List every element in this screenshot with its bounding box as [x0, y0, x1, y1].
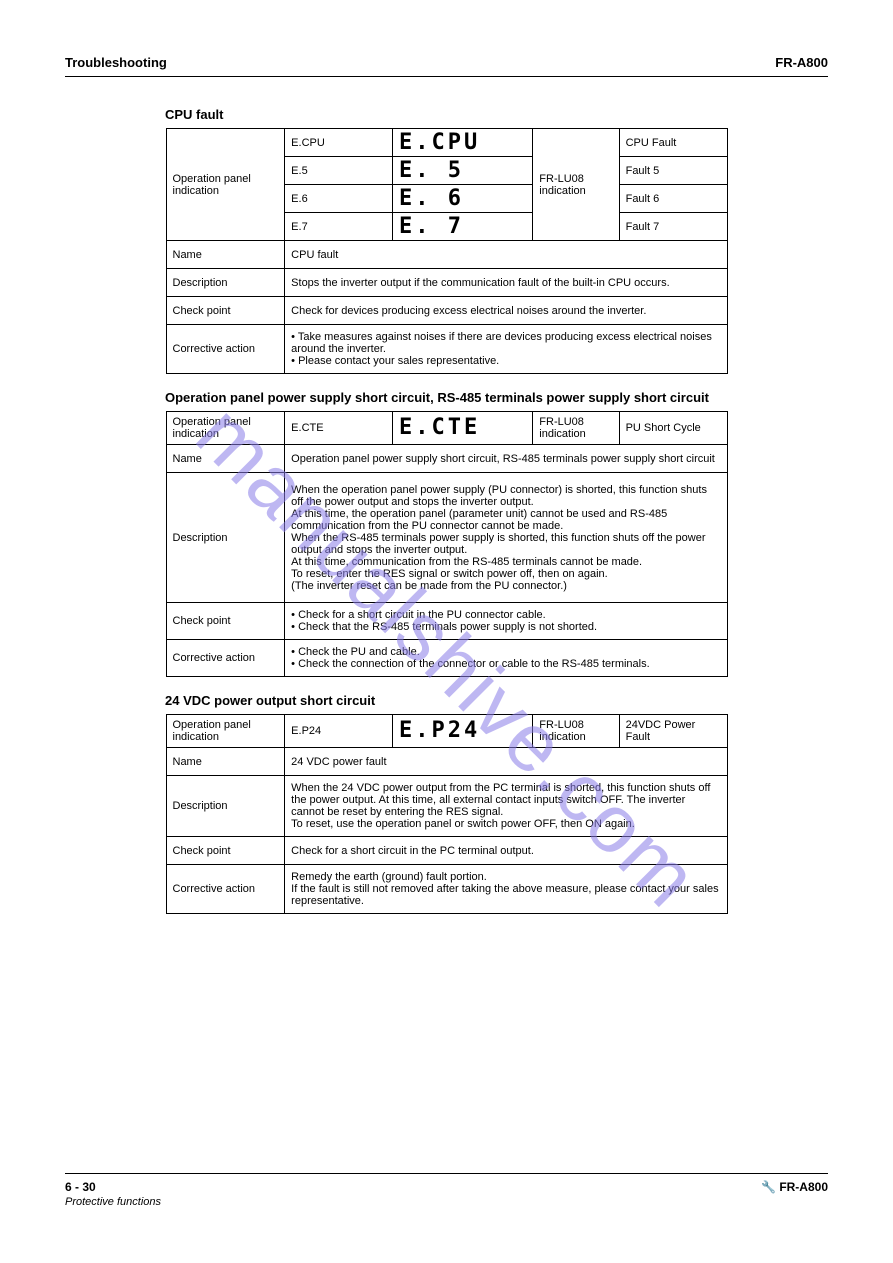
footer-icon: 🔧: [761, 1180, 776, 1194]
fault-table: Operation panel indication E.CPU E.CPU F…: [166, 128, 728, 374]
lu08-val: PU Short Cycle: [619, 412, 727, 445]
lu08-label: FR-LU08 indication: [533, 412, 619, 445]
row-value: CPU fault: [285, 241, 727, 269]
fault-table: Operation panel indication E.CTE E.CTE F…: [166, 411, 728, 677]
code-seg: E.CTE: [393, 412, 533, 445]
header-right: FR-A800: [775, 55, 828, 70]
row-value: Check for a short circuit in the PC term…: [285, 837, 727, 865]
page-number: 6 - 30: [65, 1180, 96, 1194]
lu08-val: Fault 6: [619, 185, 727, 213]
row-value: 24 VDC power fault: [285, 748, 727, 776]
row-label: Check point: [166, 603, 285, 640]
row-value: • Take measures against noises if there …: [285, 325, 727, 374]
page-footer: 6 - 30 🔧 FR-A800 Protective functions: [65, 1173, 828, 1208]
code-seg: E. 6: [393, 185, 533, 213]
row-label: Description: [166, 776, 285, 837]
row-label: Name: [166, 748, 285, 776]
row-label: Check point: [166, 297, 285, 325]
code-text: E.5: [285, 157, 393, 185]
row-value: Remedy the earth (ground) fault portion.…: [285, 865, 727, 914]
row-label: Name: [166, 445, 285, 473]
footer-manual: FR-A800: [779, 1180, 828, 1194]
code-text: E.6: [285, 185, 393, 213]
code-text: E.CPU: [285, 129, 393, 157]
code-seg: E. 7: [393, 213, 533, 241]
header-rule: [65, 76, 828, 77]
row-label: Name: [166, 241, 285, 269]
fault-table: Operation panel indication E.P24 E.P24 F…: [166, 714, 728, 914]
row-value: • Check the PU and cable. • Check the co…: [285, 640, 727, 677]
code-seg: E.P24: [393, 715, 533, 748]
header-left: Troubleshooting: [65, 55, 167, 70]
lu08-val: 24VDC Power Fault: [619, 715, 727, 748]
opi-label: Operation panel indication: [166, 129, 285, 241]
footer-sub: Protective functions: [65, 1196, 828, 1208]
lu08-val: Fault 7: [619, 213, 727, 241]
row-value: Check for devices producing excess elect…: [285, 297, 727, 325]
opi-label: Operation panel indication: [166, 715, 285, 748]
lu08-val: Fault 5: [619, 157, 727, 185]
row-value: • Check for a short circuit in the PU co…: [285, 603, 727, 640]
row-value: When the 24 VDC power output from the PC…: [285, 776, 727, 837]
row-label: Description: [166, 269, 285, 297]
section-title: CPU fault: [165, 107, 828, 122]
code-text: E.P24: [285, 715, 393, 748]
row-value: Stops the inverter output if the communi…: [285, 269, 727, 297]
row-label: Corrective action: [166, 865, 285, 914]
footer-rule: [65, 1173, 828, 1174]
row-label: Check point: [166, 837, 285, 865]
lu08-label: FR-LU08 indication: [533, 715, 619, 748]
code-text: E.CTE: [285, 412, 393, 445]
code-text: E.7: [285, 213, 393, 241]
row-label: Corrective action: [166, 325, 285, 374]
row-label: Corrective action: [166, 640, 285, 677]
code-seg: E.CPU: [393, 129, 533, 157]
section-title: Operation panel power supply short circu…: [165, 390, 828, 405]
row-value: When the operation panel power supply (P…: [285, 473, 727, 603]
code-seg: E. 5: [393, 157, 533, 185]
lu08-val: CPU Fault: [619, 129, 727, 157]
opi-label: Operation panel indication: [166, 412, 285, 445]
section-title: 24 VDC power output short circuit: [165, 693, 828, 708]
page-header: Troubleshooting FR-A800: [65, 55, 828, 70]
lu08-label: FR-LU08 indication: [533, 129, 619, 241]
row-label: Description: [166, 473, 285, 603]
row-value: Operation panel power supply short circu…: [285, 445, 727, 473]
